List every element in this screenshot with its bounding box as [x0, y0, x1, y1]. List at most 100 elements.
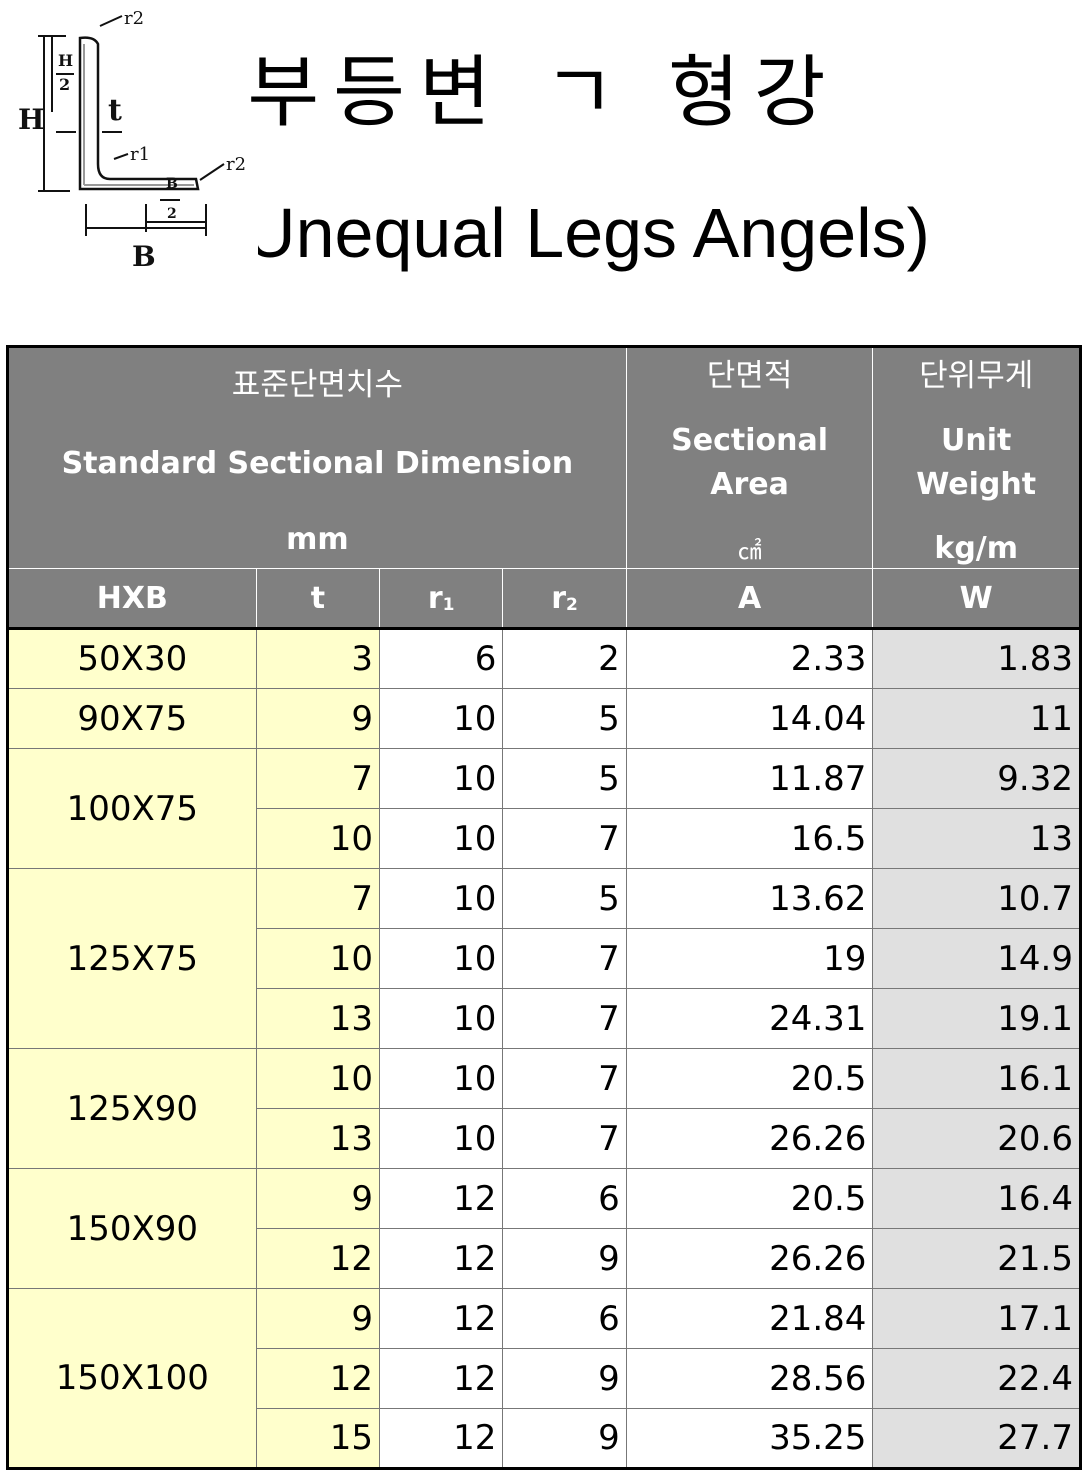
cell-w: 16.1: [872, 1048, 1081, 1109]
table-row: 10 10 7 16.5 13: [8, 808, 1081, 869]
cell-r1: 12: [379, 1228, 504, 1289]
cell-t: 10: [255, 1048, 381, 1109]
cell-a: 26.26: [625, 1108, 874, 1169]
cell-r1: 12: [379, 1168, 504, 1229]
cell-r1: 10: [379, 808, 504, 869]
table-row: 50X30 3 6 2 2.33 1.83: [7, 628, 1081, 689]
col-header-r1: r1: [379, 568, 504, 630]
cell-r2: 6: [502, 1288, 627, 1349]
header-dimension: 표준단면치수 Standard Sectional Dimension mm: [7, 346, 627, 569]
label-h: H: [18, 103, 44, 136]
cell-size: 150X100: [7, 1288, 257, 1469]
cell-size: 125X90: [7, 1048, 257, 1169]
cell-w: 19.1: [872, 988, 1081, 1049]
cell-w: 13: [872, 808, 1081, 869]
cell-size: 125X75: [7, 868, 257, 1049]
cell-t: 10: [255, 928, 381, 989]
cell-a: 21.84: [625, 1288, 874, 1349]
cell-t: 10: [255, 808, 381, 869]
cell-t: 13: [255, 988, 381, 1049]
label-r1: r1: [130, 144, 150, 165]
cell-r1: 10: [379, 988, 504, 1049]
cell-r1: 12: [379, 1408, 504, 1469]
cell-a: 11.87: [625, 748, 874, 809]
table-row: 90X75 9 10 5 14.04 11: [7, 688, 1081, 749]
cell-r1: 10: [379, 688, 504, 749]
cell-r2: 7: [502, 1108, 627, 1169]
header-dimension-korean: 표준단면치수: [231, 367, 403, 403]
cell-r2: 7: [502, 928, 627, 989]
cell-size: 90X75: [7, 688, 257, 749]
cell-a: 28.56: [625, 1348, 874, 1409]
label-t: t: [108, 93, 122, 128]
cell-w: 10.7: [872, 868, 1081, 929]
cell-t: 9: [255, 688, 381, 749]
page-subtitle: (Unequal Legs Angels): [258, 194, 930, 272]
spec-table: 표준단면치수 Standard Sectional Dimension mm 단…: [6, 345, 1082, 1470]
col-header-r2-sub: 2: [566, 594, 578, 615]
header-dimension-english: Standard Sectional Dimension: [61, 446, 574, 481]
cell-r2: 2: [502, 628, 627, 689]
cell-a: 16.5: [625, 808, 874, 869]
label-h-half-num: H: [58, 51, 73, 70]
table-body: 50X30 3 6 2 2.33 1.83 90X75 9 10 5 14.04 11 100X75 7 1…: [7, 628, 1081, 1469]
cell-w: 21.5: [872, 1228, 1081, 1289]
cell-r2: 5: [502, 748, 627, 809]
label-r2-right: r2: [226, 154, 246, 175]
cell-a: 26.26: [625, 1228, 874, 1289]
table-row: 150X100 9 12 6 21.84 17.1: [7, 1288, 1081, 1469]
col-header-r1-letter: r: [427, 580, 443, 616]
col-header-r2: r2: [502, 568, 627, 630]
table-row: 12 12 9 26.26 21.5: [8, 1228, 1081, 1289]
label-h-half-den: 2: [59, 75, 70, 94]
cell-t: 15: [255, 1408, 381, 1469]
cell-size: 150X90: [7, 1168, 257, 1289]
header-weight-unit: kg/m: [934, 531, 1019, 566]
header-area-korean: 단면적: [706, 358, 793, 394]
header-area-unit: ㎠: [737, 537, 762, 565]
col-header-size: HXB: [7, 568, 257, 630]
cell-a: 14.04: [625, 688, 874, 749]
cell-r1: 12: [379, 1348, 504, 1409]
header-area: 단면적 Sectional Area ㎠: [625, 346, 874, 569]
angle-section-diagram: r2 r2 r1 t H H 2 B B 2: [18, 8, 246, 273]
cell-a: 2.33: [625, 628, 874, 689]
cell-w: 16.4: [872, 1168, 1081, 1229]
cell-t: 9: [255, 1288, 381, 1349]
cell-w: 1.83: [872, 628, 1081, 689]
table-row: 125X90 10 10 7 20.5 16.1: [7, 1048, 1081, 1169]
cell-w: 11: [872, 688, 1081, 749]
cell-t: 13: [255, 1108, 381, 1169]
label-b-half-num: B: [166, 176, 178, 192]
cell-a: 35.25: [625, 1408, 874, 1469]
subtitle-clip: (Unequal Legs Angels): [258, 188, 1018, 284]
cell-t: 12: [255, 1228, 381, 1289]
cell-w: 20.6: [872, 1108, 1081, 1169]
cell-r2: 9: [502, 1408, 627, 1469]
label-b: B: [132, 240, 156, 273]
cell-r1: 10: [379, 1048, 504, 1109]
header-row-sub: HXB t r1 r2 A W: [7, 568, 1081, 630]
table-row: 13 10 7 26.26 20.6: [8, 1108, 1081, 1169]
cell-r1: 10: [379, 748, 504, 809]
cell-r1: 6: [379, 628, 504, 689]
cell-r2: 7: [502, 988, 627, 1049]
col-header-weight: W: [872, 568, 1081, 630]
cell-r2: 7: [502, 1048, 627, 1109]
cell-a: 13.62: [625, 868, 874, 929]
page-title: 부등변 ㄱ 형강: [247, 48, 840, 138]
cell-r2: 9: [502, 1228, 627, 1289]
table-row: 150X90 9 12 6 20.5 16.4: [7, 1168, 1081, 1289]
cell-r1: 10: [379, 928, 504, 989]
header-row-main: 표준단면치수 Standard Sectional Dimension mm 단…: [7, 346, 1081, 569]
cell-w: 22.4: [872, 1348, 1081, 1409]
cell-a: 24.31: [625, 988, 874, 1049]
cell-r2: 5: [502, 868, 627, 929]
cell-r2: 9: [502, 1348, 627, 1409]
header-weight: 단위무게 Unit Weight kg/m: [872, 346, 1081, 569]
cell-r2: 7: [502, 808, 627, 869]
cell-t: 12: [255, 1348, 381, 1409]
col-header-t: t: [255, 568, 381, 630]
cell-t: 9: [255, 1168, 381, 1229]
cell-a: 19: [625, 928, 874, 989]
